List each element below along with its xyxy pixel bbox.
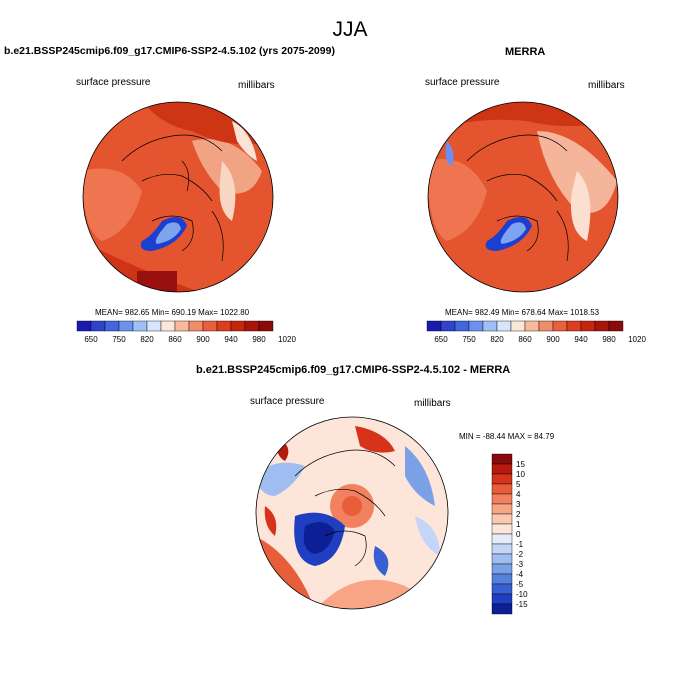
page-title: JJA: [332, 18, 368, 41]
left-colorbar-tick-label: 820: [140, 335, 154, 344]
left-colorbar-tick-label: 750: [112, 335, 126, 344]
right-colorbar-swatch: [524, 320, 540, 332]
right-colorbar-swatch: [510, 320, 526, 332]
right-panel-variable-label: surface pressure: [425, 77, 500, 88]
difference-colorbar-tick-label: -15: [516, 600, 528, 609]
difference-colorbar-tick-label: 3: [516, 500, 521, 509]
left-panel-units-label: millibars: [238, 80, 275, 91]
difference-colorbar-swatch: [491, 553, 513, 565]
difference-colorbar-tick-label: 10: [516, 470, 525, 479]
left-colorbar-tick-label: 980: [252, 335, 266, 344]
right-colorbar-swatch: [468, 320, 484, 332]
left-polar-map: [82, 101, 274, 293]
right-colorbar-tick-label: 820: [490, 335, 504, 344]
left-panel-title: b.e21.BSSP245cmip6.f09_g17.CMIP6-SSP2-4.…: [4, 45, 335, 57]
left-colorbar-swatch: [216, 320, 232, 332]
right-panel-stats: MEAN= 982.49 Min= 678.64 Max= 1018.53: [445, 308, 600, 317]
difference-colorbar-tick-label: -3: [516, 560, 524, 569]
right-colorbar-swatch: [608, 320, 624, 332]
left-colorbar-tick-label: 900: [196, 335, 210, 344]
left-colorbar-tick-label: 860: [168, 335, 182, 344]
right-colorbar-swatch: [552, 320, 568, 332]
left-panel-variable-label: surface pressure: [76, 77, 151, 88]
right-colorbar-tick-label: 750: [462, 335, 476, 344]
difference-panel-units-label: millibars: [414, 398, 451, 409]
difference-colorbar-swatch: [491, 503, 513, 515]
difference-colorbar-tick-label: 0: [516, 530, 521, 539]
difference-colorbar-tick-label: -1: [516, 540, 524, 549]
right-colorbar-tick-label: 980: [602, 335, 616, 344]
right-colorbar-swatch: [594, 320, 610, 332]
difference-colorbar-tick-label: -4: [516, 570, 524, 579]
right-colorbar-swatch: [482, 320, 498, 332]
right-colorbar-swatch: [440, 320, 456, 332]
difference-colorbar-tick-label: -2: [516, 550, 524, 559]
difference-colorbar-tick-label: 4: [516, 490, 521, 499]
left-colorbar-swatch: [76, 320, 92, 332]
right-colorbar-swatch: [566, 320, 582, 332]
right-panel-title: MERRA: [505, 46, 546, 58]
difference-colorbar-tick-label: 1: [516, 520, 521, 529]
difference-colorbar-swatch: [491, 463, 513, 475]
left-colorbar-swatch: [230, 320, 246, 332]
difference-colorbar-tick-label: 5: [516, 480, 521, 489]
difference-colorbar-swatch: [491, 533, 513, 545]
right-panel-units-label: millibars: [588, 80, 625, 91]
difference-panel-stats: MIN = -88.44 MAX = 84.79: [459, 432, 555, 441]
difference-colorbar-swatch: [491, 473, 513, 485]
difference-panel-variable-label: surface pressure: [250, 396, 325, 407]
left-colorbar-swatch: [202, 320, 218, 332]
left-colorbar-swatch: [118, 320, 134, 332]
difference-panel-title: b.e21.BSSP245cmip6.f09_g17.CMIP6-SSP2-4.…: [196, 364, 511, 376]
right-colorbar-swatch: [454, 320, 470, 332]
difference-colorbar-swatch: [491, 573, 513, 585]
right-colorbar-tick-label: 940: [574, 335, 588, 344]
left-colorbar-swatch: [160, 320, 176, 332]
left-colorbar-swatch: [174, 320, 190, 332]
right-colorbar-swatch: [580, 320, 596, 332]
right-colorbar-swatch: [426, 320, 442, 332]
right-polar-map: [427, 101, 619, 293]
left-colorbar-swatch: [90, 320, 106, 332]
left-colorbar: 650 750 820 860 900 940 980 1020: [76, 320, 296, 344]
right-colorbar-tick-label: 650: [434, 335, 448, 344]
difference-colorbar-swatch: [491, 593, 513, 605]
left-colorbar-swatch: [188, 320, 204, 332]
left-colorbar-swatch: [146, 320, 162, 332]
difference-colorbar-swatch: [491, 563, 513, 575]
difference-colorbar-swatch: [491, 493, 513, 505]
difference-colorbar-swatch: [491, 583, 513, 595]
difference-colorbar-tick-label: -5: [516, 580, 524, 589]
left-panel-stats: MEAN= 982.65 Min= 690.19 Max= 1022.80: [95, 308, 250, 317]
left-colorbar-swatch: [104, 320, 120, 332]
difference-colorbar-swatch: [491, 603, 513, 615]
right-colorbar-swatch: [496, 320, 512, 332]
difference-colorbar-swatch: [491, 513, 513, 525]
left-colorbar-tick-label: 940: [224, 335, 238, 344]
right-colorbar: 650 750 820 860 900 940 980 1020: [426, 320, 646, 344]
difference-colorbar-tick-label: -10: [516, 590, 528, 599]
left-colorbar-swatch: [258, 320, 274, 332]
right-colorbar-tick-label: 900: [546, 335, 560, 344]
left-colorbar-tick-label: 1020: [278, 335, 296, 344]
difference-colorbar-swatch: [491, 543, 513, 555]
difference-colorbar-tick-label: 2: [516, 510, 521, 519]
left-colorbar-tick-label: 650: [84, 335, 98, 344]
difference-colorbar-swatch: [491, 523, 513, 535]
right-colorbar-tick-label: 860: [518, 335, 532, 344]
right-colorbar-tick-label: 1020: [628, 335, 646, 344]
left-colorbar-swatch: [244, 320, 260, 332]
difference-colorbar-swatch: [491, 453, 513, 465]
difference-colorbar-swatch: [491, 483, 513, 495]
difference-polar-map: [255, 416, 449, 610]
difference-colorbar-tick-label: 15: [516, 460, 525, 469]
left-colorbar-swatch: [132, 320, 148, 332]
right-colorbar-swatch: [538, 320, 554, 332]
